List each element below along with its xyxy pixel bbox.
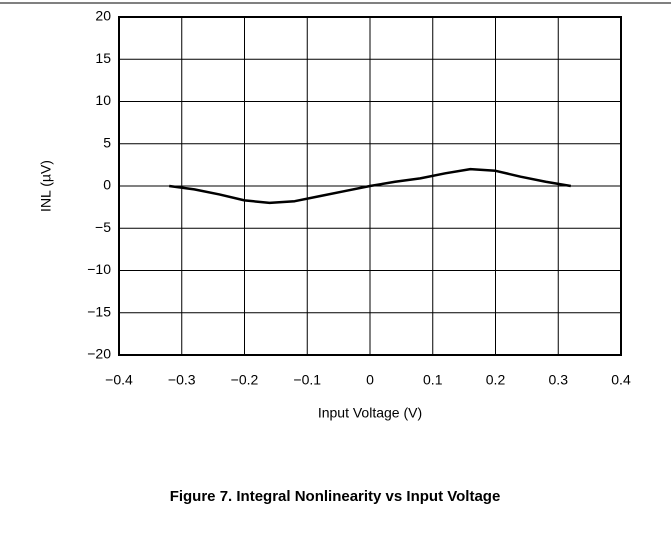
x-tick-label: −0.4 (105, 372, 133, 388)
plot-frame (118, 16, 622, 356)
y-tick-label: −10 (87, 261, 111, 277)
line-series (169, 167, 572, 205)
y-tick-label: 10 (95, 92, 111, 108)
y-tick-label: −5 (95, 219, 111, 235)
x-tick-label: 0.2 (486, 372, 506, 388)
y-tick-label: 15 (95, 50, 111, 66)
y-tick-label: 20 (95, 8, 111, 24)
y-axis-label: INL (µV) (38, 160, 54, 212)
y-tick-label: −15 (87, 303, 111, 319)
x-axis-label: Input Voltage (V) (318, 405, 422, 421)
x-tick-label: 0.1 (423, 372, 443, 388)
x-tick-label: −0.3 (168, 372, 196, 388)
y-tick-label: 5 (103, 134, 111, 150)
x-tick-label: −0.1 (293, 372, 321, 388)
x-tick-label: 0 (366, 372, 374, 388)
x-tick-label: −0.2 (231, 372, 259, 388)
y-tick-label: −20 (87, 346, 111, 362)
y-tick-label: 0 (103, 177, 111, 193)
x-tick-label: 0.4 (611, 372, 631, 388)
chart-title: Figure 7. Integral Nonlinearity vs Input… (170, 488, 501, 505)
x-tick-label: 0.3 (549, 372, 569, 388)
